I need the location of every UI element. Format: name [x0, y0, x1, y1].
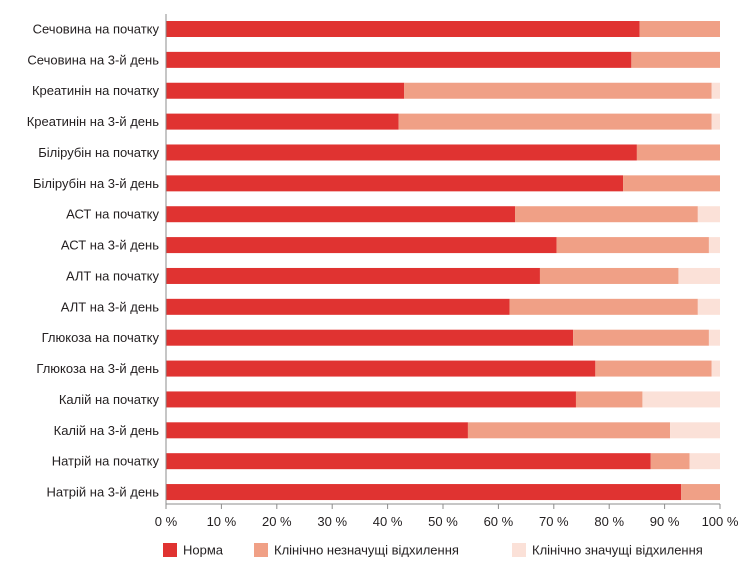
bar-segment-1 [166, 360, 596, 377]
bar-segment-1 [166, 82, 405, 99]
legend-label: Норма [183, 543, 224, 558]
bar-segment-1 [166, 113, 399, 130]
x-tick-label: 50 % [428, 514, 458, 529]
x-tick-label: 90 % [650, 514, 680, 529]
x-tick-label: 40 % [373, 514, 403, 529]
category-label: Креатинін на 3-й день [27, 114, 159, 129]
category-label: АЛТ на початку [66, 268, 160, 283]
bar-segment-2 [539, 267, 679, 284]
bar-segment-2 [595, 360, 712, 377]
bar-segment-2 [636, 144, 720, 161]
bar-segment-3 [711, 82, 720, 99]
bar-segment-1 [166, 267, 540, 284]
bar-segment-2 [650, 453, 690, 470]
bar-segment-1 [166, 175, 624, 192]
bar-segment-1 [166, 206, 516, 223]
bar-segment-1 [166, 329, 574, 346]
bar-segment-2 [515, 206, 698, 223]
category-label: АЛТ на 3-й день [61, 299, 159, 314]
category-label: Глюкоза на 3-й день [36, 361, 159, 376]
bar-segment-3 [697, 298, 720, 315]
bars-layer [166, 21, 720, 501]
category-label: Калій на початку [59, 392, 160, 407]
x-axis: 0 % 10 % 20 % 30 % 40 % 50 % 60 % 70 % 80 % 90 % 1… [155, 14, 739, 529]
bar-segment-3 [670, 422, 720, 439]
bar-segment-3 [689, 453, 720, 470]
category-label: Креатинін на початку [32, 83, 160, 98]
category-label: АСТ на 3-й день [61, 238, 159, 253]
bar-segment-3 [708, 329, 720, 346]
category-label: АСТ на початку [66, 207, 159, 222]
x-tick-label: 60 % [484, 514, 514, 529]
legend: Норма Клінічно незначущі відхилення Клініч… [163, 543, 703, 558]
bar-segment-3 [711, 360, 720, 377]
bar-segment-2 [467, 422, 671, 439]
bar-segment-2 [556, 237, 709, 254]
bar-segment-2 [509, 298, 698, 315]
category-label: Білірубін на 3-й день [33, 176, 159, 191]
bar-segment-3 [678, 267, 720, 284]
category-label: Білірубін на початку [38, 145, 159, 160]
bar-segment-2 [639, 21, 720, 37]
legend-swatch [254, 543, 268, 557]
bar-segment-2 [398, 113, 712, 130]
bar-segment-1 [166, 144, 637, 161]
legend-label: Клінічно незначущі відхилення [274, 543, 459, 558]
x-tick-label: 100 % [702, 514, 739, 529]
x-tick-label: 80 % [594, 514, 624, 529]
bar-segment-1 [166, 237, 557, 254]
category-label: Сечовина на 3-й день [27, 52, 159, 67]
category-labels: Сечовина на початку Сечовина на 3-й день К… [27, 22, 160, 500]
bar-segment-1 [166, 484, 682, 501]
category-label: Калій на 3-й день [54, 423, 160, 438]
bar-segment-2 [575, 391, 643, 408]
bar-segment-3 [708, 237, 720, 254]
x-tick-label: 30 % [317, 514, 347, 529]
bar-segment-1 [166, 453, 651, 470]
bar-segment-1 [166, 21, 640, 37]
bar-segment-1 [166, 391, 576, 408]
x-tick-label: 0 % [155, 514, 178, 529]
bar-segment-1 [166, 422, 468, 439]
x-tick-label: 20 % [262, 514, 292, 529]
category-label: Натрій на початку [52, 454, 160, 469]
bar-segment-3 [642, 391, 720, 408]
x-tick-label: 70 % [539, 514, 569, 529]
bar-segment-2 [404, 82, 712, 99]
x-tick-label: 10 % [207, 514, 237, 529]
legend-swatch [512, 543, 526, 557]
bar-segment-2 [623, 175, 720, 192]
category-label: Глюкоза на початку [42, 330, 160, 345]
category-label: Натрій на 3-й день [47, 485, 160, 500]
bar-segment-2 [573, 329, 709, 346]
category-label: Сечовина на початку [33, 22, 160, 37]
legend-label: Клінічно значущі відхилення [532, 543, 703, 558]
bar-segment-1 [166, 298, 510, 315]
bar-segment-2 [681, 484, 720, 501]
bar-segment-2 [631, 51, 720, 68]
bar-segment-3 [697, 206, 720, 223]
bar-segment-3 [711, 113, 720, 130]
legend-swatch [163, 543, 177, 557]
bar-segment-1 [166, 51, 632, 68]
